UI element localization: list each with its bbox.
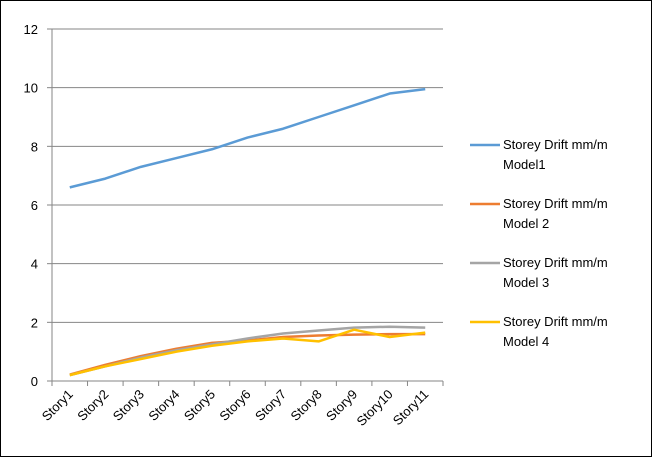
series-line [69,87,426,189]
legend-label: Storey Drift mm/m Model 3 [503,255,608,290]
y-tick-label: 8 [31,139,38,154]
series-line [69,328,426,377]
y-tick-label: 10 [24,81,38,96]
legend-label: Storey Drift mm/m Model1 [503,137,608,172]
legend-label: Storey Drift mm/m Model 2 [503,196,608,231]
y-tick-label: 2 [31,315,38,330]
y-tick-label: 0 [31,374,38,389]
y-tick-label: 4 [31,257,38,272]
y-tick-label: 6 [31,198,38,213]
legend-label: Storey Drift mm/m Model 4 [503,314,608,349]
y-tick-label: 12 [24,22,38,37]
